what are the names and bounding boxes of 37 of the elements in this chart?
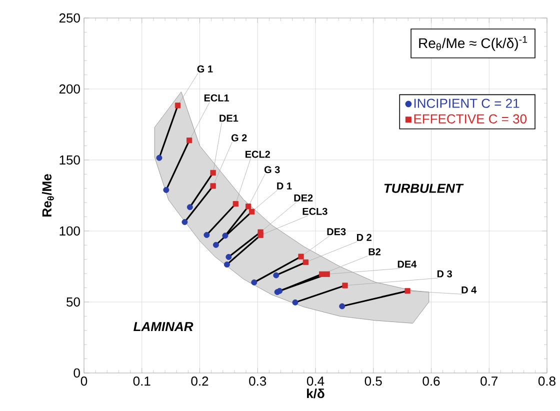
annotation: DE3 bbox=[327, 228, 346, 236]
y-tick-label: 150 bbox=[60, 155, 80, 165]
annotation: DE2 bbox=[294, 194, 313, 202]
annotation: DE4 bbox=[398, 260, 417, 268]
x-tick-label: 0.5 bbox=[364, 376, 382, 386]
y-tick-label: 0 bbox=[74, 368, 80, 378]
legend-label: INCIPIENT C = 21 bbox=[414, 98, 520, 108]
annotation: ECL2 bbox=[246, 150, 270, 158]
x-tick-label: 0 bbox=[80, 376, 88, 386]
y-axis-title: Re$_{θ}$/Me bbox=[42, 174, 54, 216]
x-tick-label: 0.8 bbox=[538, 376, 556, 386]
annotation: Re$_{θ}$/Me ≈ C(k/δ)$^{-1}$ bbox=[419, 36, 528, 51]
annotation: G 1 bbox=[197, 65, 213, 73]
x-tick-label: 0.6 bbox=[422, 376, 440, 386]
annotation: D 3 bbox=[437, 270, 452, 278]
y-tick-label: 50 bbox=[66, 297, 80, 307]
annotation: D 1 bbox=[277, 182, 292, 190]
annotation: DE1 bbox=[220, 114, 238, 122]
annotation: TURBULENT bbox=[384, 184, 464, 193]
y-tick-label: 200 bbox=[59, 84, 80, 94]
annotation: LAMINAR bbox=[134, 322, 194, 332]
legend-label: EFFECTIVE C = 30 bbox=[414, 114, 527, 124]
x-axis-title: k/δ bbox=[307, 388, 324, 398]
annotation: G 2 bbox=[231, 134, 247, 142]
annotation: D 4 bbox=[462, 286, 477, 294]
annotation: ECL3 bbox=[302, 208, 328, 215]
annotation: ECL1 bbox=[204, 94, 230, 102]
annotation: B2 bbox=[368, 248, 381, 256]
y-tick-label: 250 bbox=[59, 13, 80, 23]
x-tick-label: 0.3 bbox=[249, 376, 266, 386]
annotation: D 2 bbox=[357, 234, 372, 241]
x-tick-label: 0.2 bbox=[191, 376, 208, 386]
annotation: G 3 bbox=[264, 166, 280, 174]
y-tick-label: 100 bbox=[60, 226, 80, 236]
x-tick-label: 0.4 bbox=[306, 376, 324, 386]
x-tick-label: 0.1 bbox=[133, 376, 150, 386]
x-tick-label: 0.7 bbox=[480, 376, 498, 386]
